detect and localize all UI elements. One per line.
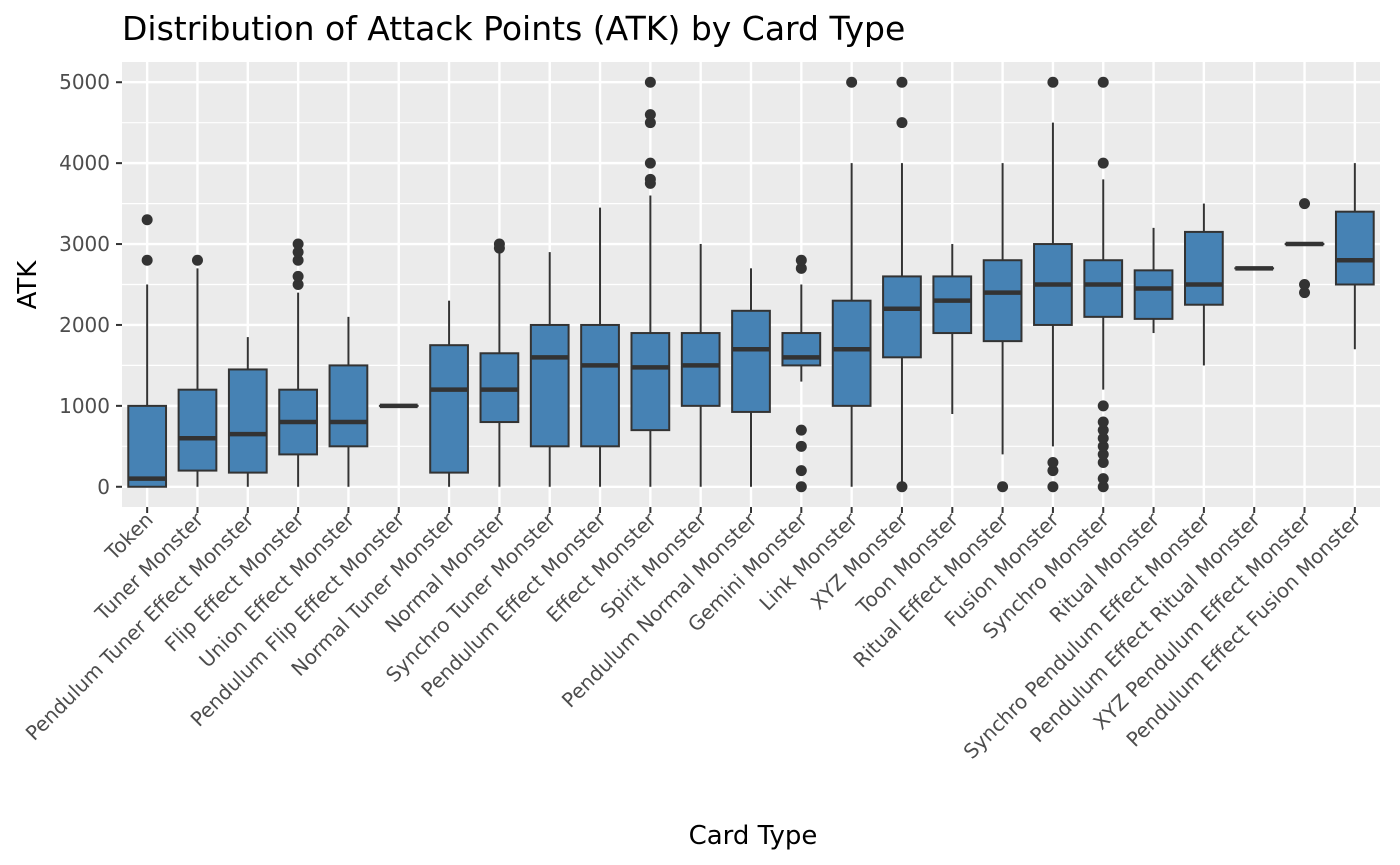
boxplot	[227, 337, 268, 487]
outlier-point	[1097, 76, 1109, 88]
box	[429, 344, 469, 474]
boxplots	[127, 76, 1375, 493]
outlier-point	[795, 481, 807, 493]
box	[177, 388, 218, 472]
outlier-point	[644, 109, 656, 121]
outlier-point	[1097, 400, 1109, 412]
outlier-point	[1097, 457, 1109, 468]
boxplot	[177, 254, 218, 487]
y-axis-title: ATK	[13, 260, 43, 310]
boxplot	[127, 214, 168, 488]
y-tick-label: 3000	[59, 232, 110, 256]
outlier-point	[644, 117, 656, 129]
y-axis: 0 1000 2000 3000 4000 5000	[59, 70, 122, 499]
x-axis-title: Card Type	[689, 821, 818, 851]
outlier-point	[795, 262, 807, 274]
box	[580, 323, 620, 448]
boxplot	[328, 316, 369, 487]
box	[1184, 230, 1224, 306]
chart-title: Distribution of Attack Points (ATK) by C…	[122, 9, 905, 48]
outlier-point	[1047, 481, 1059, 493]
box	[831, 299, 872, 407]
box	[1334, 210, 1375, 286]
box	[127, 404, 168, 488]
outlier-point	[795, 440, 807, 452]
box	[227, 368, 268, 474]
outlier-point	[795, 465, 807, 477]
box	[731, 309, 771, 413]
outlier-point	[896, 481, 908, 493]
outlier-point	[1299, 279, 1311, 290]
outlier-point	[292, 246, 304, 258]
outlier-point	[846, 76, 858, 88]
outlier-point	[191, 254, 203, 266]
outlier-point	[292, 270, 304, 282]
box	[781, 332, 822, 367]
outlier-point	[644, 76, 656, 88]
outlier-point	[292, 254, 304, 266]
boxplot	[831, 76, 872, 487]
boxplot	[1284, 198, 1325, 299]
boxplot	[781, 254, 822, 493]
y-tick-label: 1000	[59, 394, 110, 418]
y-tick-label: 5000	[59, 70, 110, 94]
outlier-point	[644, 173, 656, 185]
outlier-point	[292, 238, 304, 250]
boxplot	[1184, 203, 1224, 366]
boxplot	[630, 76, 671, 487]
boxplot	[1083, 76, 1124, 493]
outlier-point	[997, 481, 1009, 493]
boxplot	[932, 244, 973, 414]
box	[932, 275, 973, 335]
box	[982, 259, 1023, 343]
boxplot	[278, 238, 318, 487]
boxplot	[1133, 227, 1174, 334]
outlier-point	[1299, 287, 1311, 299]
boxplot	[429, 300, 469, 487]
boxplot	[529, 252, 570, 487]
outlier-point	[795, 424, 807, 436]
outlier-point	[292, 279, 304, 290]
outlier-point	[644, 157, 656, 169]
y-tick-label: 2000	[59, 313, 110, 337]
outlier-point	[1097, 157, 1109, 169]
boxplot	[731, 268, 771, 487]
outlier-point	[1097, 481, 1109, 493]
box	[630, 332, 671, 432]
y-tick-label: 0	[97, 475, 110, 499]
outlier-point	[141, 214, 153, 226]
outlier-point	[1097, 424, 1109, 436]
outlier-point	[896, 76, 908, 88]
outlier-point	[896, 117, 908, 129]
outlier-point	[1097, 432, 1109, 444]
box	[882, 275, 922, 359]
box	[1083, 259, 1124, 318]
box	[529, 323, 570, 448]
outlier-point	[1097, 416, 1109, 428]
boxplot	[680, 244, 721, 487]
outlier-point	[1097, 473, 1109, 485]
boxplot	[479, 238, 520, 487]
boxplot	[1334, 163, 1375, 350]
boxplot	[1033, 76, 1073, 493]
box	[1133, 269, 1174, 320]
outlier-point	[141, 254, 153, 266]
box	[328, 364, 369, 448]
y-tick-label: 4000	[59, 151, 110, 175]
boxplot	[982, 163, 1023, 493]
outlier-point	[795, 254, 807, 266]
outlier-point	[1047, 76, 1059, 88]
box	[680, 332, 721, 407]
outlier-point	[1047, 457, 1059, 468]
outlier-point	[1047, 465, 1059, 477]
outlier-point	[493, 238, 505, 250]
outlier-point	[1097, 440, 1109, 452]
outlier-point	[1097, 448, 1109, 460]
outlier-point	[1299, 198, 1311, 210]
boxplot	[882, 76, 922, 493]
boxplot	[580, 207, 620, 487]
